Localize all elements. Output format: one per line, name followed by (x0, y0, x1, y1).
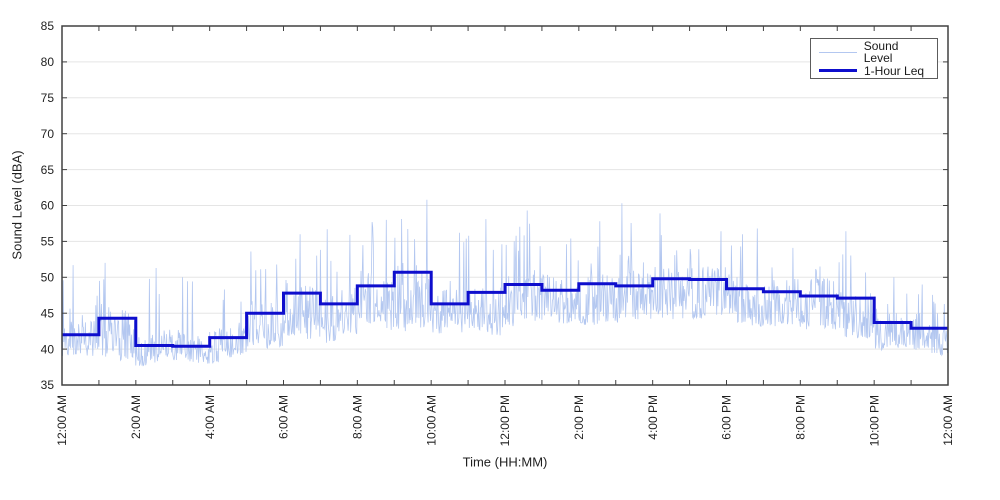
y-tick-label: 50 (41, 271, 55, 285)
y-tick-label: 45 (41, 306, 55, 320)
legend-label-sound-level: Sound Level (863, 39, 899, 66)
legend-label-leq: 1-Hour Leq (864, 63, 925, 78)
x-tick-label: 10:00 PM (867, 395, 881, 446)
y-tick-label: 65 (41, 163, 55, 177)
x-tick-label: 8:00 AM (351, 395, 365, 439)
x-tick-label: 4:00 PM (646, 395, 660, 440)
x-tick-label: 8:00 PM (794, 395, 808, 440)
x-tick-label: 12:00 AM (941, 395, 955, 446)
y-tick-label: 55 (41, 235, 55, 249)
leq-line-icon (819, 69, 857, 73)
y-tick-label: 85 (41, 19, 55, 33)
x-tick-label: 4:00 AM (203, 395, 217, 439)
x-tick-label: 6:00 AM (277, 395, 291, 439)
x-axis-label: Time (HH:MM) (462, 454, 548, 470)
legend: Sound Level 1-Hour Leq (810, 38, 938, 79)
x-tick-label: 6:00 PM (720, 395, 734, 440)
legend-entry-sound-level: Sound Level (819, 40, 930, 64)
y-tick-label: 40 (41, 342, 55, 356)
y-tick-label: 60 (41, 199, 55, 213)
y-tick-label: 35 (41, 378, 55, 392)
x-tick-label: 10:00 AM (424, 395, 438, 446)
leq-step-line (62, 270, 948, 348)
y-tick-label: 70 (41, 127, 55, 141)
y-axis-label: Sound Level (dBA) (9, 150, 25, 260)
x-tick-label: 12:00 AM (55, 395, 69, 446)
sound-level-trace (61, 199, 948, 367)
x-tick-label: 12:00 PM (498, 395, 512, 446)
x-tick-label: 2:00 AM (129, 395, 143, 439)
y-tick-label: 80 (41, 55, 55, 69)
y-tick-label: 75 (41, 91, 55, 105)
legend-entry-leq: 1-Hour Leq (819, 65, 930, 77)
x-tick-label: 2:00 PM (572, 395, 586, 440)
sound-level-line-icon (819, 51, 857, 53)
